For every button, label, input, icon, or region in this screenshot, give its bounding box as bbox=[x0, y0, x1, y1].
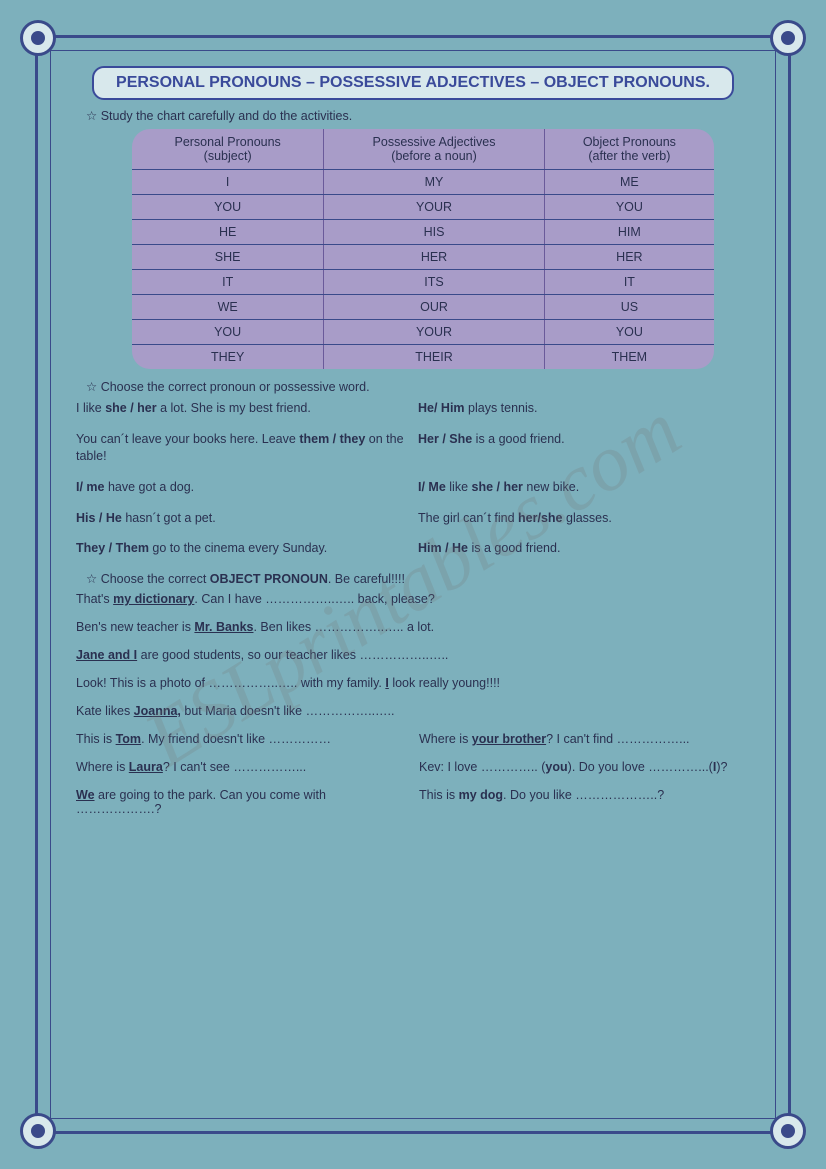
pronoun-chart: Personal Pronouns(subject)Possessive Adj… bbox=[132, 129, 714, 369]
chart-row: WEOURUS bbox=[132, 295, 714, 320]
chart-cell: HIS bbox=[324, 220, 544, 245]
chart-row: SHEHERHER bbox=[132, 245, 714, 270]
exercise-item: You can´t leave your books here. Leave t… bbox=[76, 431, 408, 465]
fill-row: We are going to the park. Can you come w… bbox=[76, 788, 750, 816]
chart-cell: YOU bbox=[132, 195, 324, 220]
chart-header: Possessive Adjectives(before a noun) bbox=[324, 129, 544, 170]
exercise-item: His / He hasn´t got a pet. bbox=[76, 510, 408, 527]
exercise-item: They / Them go to the cinema every Sunda… bbox=[76, 540, 408, 557]
fill-item: We are going to the park. Can you come w… bbox=[76, 788, 407, 816]
decorative-frame: PERSONAL PRONOUNS – POSSESSIVE ADJECTIVE… bbox=[35, 35, 791, 1134]
chart-cell: IT bbox=[544, 270, 714, 295]
exercise-item: I/ Me like she / her new bike. bbox=[418, 479, 750, 496]
chart-cell: YOU bbox=[132, 320, 324, 345]
exercise-item: The girl can´t find her/she glasses. bbox=[418, 510, 750, 527]
exercise-item: Her / She is a good friend. bbox=[418, 431, 750, 465]
chart-header: Personal Pronouns(subject) bbox=[132, 129, 324, 170]
chart-cell: ITS bbox=[324, 270, 544, 295]
chart-row: IMYME bbox=[132, 170, 714, 195]
chart-cell: THEIR bbox=[324, 345, 544, 370]
fill-item: Kev: I love ………….. (you). Do you love ……… bbox=[419, 760, 750, 774]
chart-cell: YOU bbox=[544, 320, 714, 345]
instruction-object-pronoun: Choose the correct OBJECT PRONOUN. Be ca… bbox=[86, 571, 754, 586]
instruction-choose-pronoun: Choose the correct pronoun or possessive… bbox=[86, 379, 754, 394]
exercise-2-list: That's my dictionary. Can I have ……………..… bbox=[76, 592, 750, 816]
chart-cell: US bbox=[544, 295, 714, 320]
chart-row: YOUYOURYOU bbox=[132, 195, 714, 220]
chart-cell: HER bbox=[324, 245, 544, 270]
chart-header: Object Pronouns(after the verb) bbox=[544, 129, 714, 170]
exercise-1-grid: I like she / her a lot. She is my best f… bbox=[76, 400, 750, 557]
chart-cell: WE bbox=[132, 295, 324, 320]
chart-cell: SHE bbox=[132, 245, 324, 270]
pronoun-chart-container: Personal Pronouns(subject)Possessive Adj… bbox=[132, 129, 714, 369]
fill-item: This is Tom. My friend doesn't like …………… bbox=[76, 732, 407, 746]
fill-item: Ben's new teacher is Mr. Banks. Ben like… bbox=[76, 620, 750, 634]
fill-item: Where is Laura? I can't see ……………... bbox=[76, 760, 407, 774]
chart-cell: ME bbox=[544, 170, 714, 195]
fill-item: This is my dog. Do you like ………………..? bbox=[419, 788, 750, 816]
chart-row: YOUYOURYOU bbox=[132, 320, 714, 345]
chart-cell: OUR bbox=[324, 295, 544, 320]
chart-cell: IT bbox=[132, 270, 324, 295]
chart-cell: MY bbox=[324, 170, 544, 195]
exercise-item: Him / He is a good friend. bbox=[418, 540, 750, 557]
chart-cell: HIM bbox=[544, 220, 714, 245]
exercise-item: I/ me have got a dog. bbox=[76, 479, 408, 496]
chart-row: HEHISHIM bbox=[132, 220, 714, 245]
fill-item: That's my dictionary. Can I have ……………..… bbox=[76, 592, 750, 606]
worksheet-title: PERSONAL PRONOUNS – POSSESSIVE ADJECTIVE… bbox=[92, 66, 734, 100]
chart-cell: YOU bbox=[544, 195, 714, 220]
exercise-item: He/ Him plays tennis. bbox=[418, 400, 750, 417]
chart-cell: YOUR bbox=[324, 320, 544, 345]
chart-cell: THEM bbox=[544, 345, 714, 370]
chart-cell: HER bbox=[544, 245, 714, 270]
fill-item: Look! This is a photo of ……………..….. with… bbox=[76, 676, 750, 690]
exercise-item: I like she / her a lot. She is my best f… bbox=[76, 400, 408, 417]
fill-row: This is Tom. My friend doesn't like …………… bbox=[76, 732, 750, 746]
fill-item: Kate likes Joanna, but Maria doesn't lik… bbox=[76, 704, 750, 718]
chart-row: ITITSIT bbox=[132, 270, 714, 295]
fill-row: Where is Laura? I can't see ……………... Kev:… bbox=[76, 760, 750, 774]
chart-cell: YOUR bbox=[324, 195, 544, 220]
instruction-study-chart: Study the chart carefully and do the act… bbox=[86, 108, 754, 123]
fill-item: Where is your brother? I can't find …………… bbox=[419, 732, 750, 746]
chart-cell: HE bbox=[132, 220, 324, 245]
chart-row: THEYTHEIRTHEM bbox=[132, 345, 714, 370]
worksheet-content: PERSONAL PRONOUNS – POSSESSIVE ADJECTIVE… bbox=[58, 58, 768, 1111]
chart-cell: THEY bbox=[132, 345, 324, 370]
fill-item: Jane and I are good students, so our tea… bbox=[76, 648, 750, 662]
chart-cell: I bbox=[132, 170, 324, 195]
